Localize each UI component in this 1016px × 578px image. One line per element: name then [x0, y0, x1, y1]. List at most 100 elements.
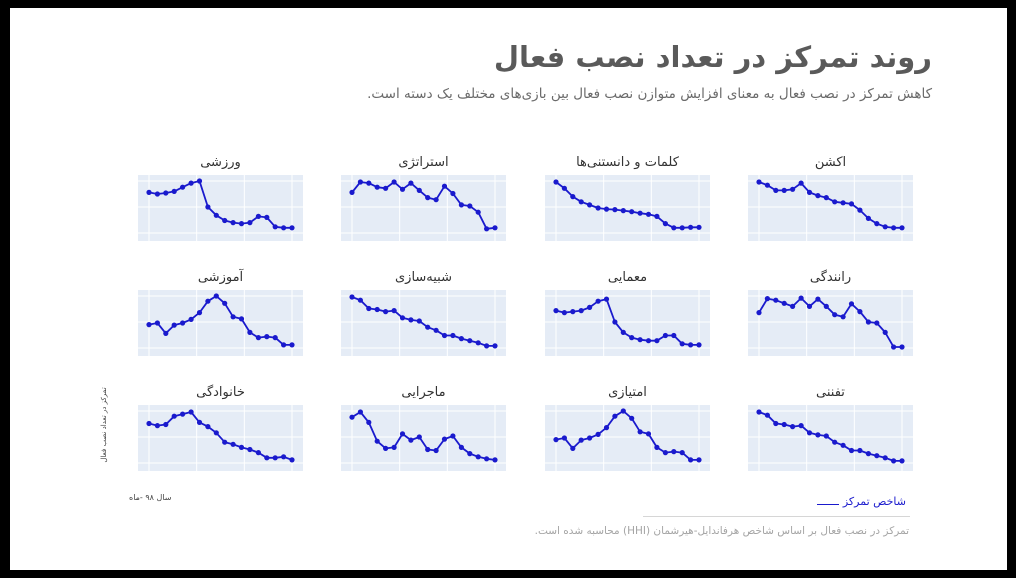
data-point — [357, 297, 363, 303]
data-point — [188, 409, 194, 415]
data-point — [679, 225, 685, 231]
data-point — [399, 315, 406, 321]
panel: امتیازی — [545, 385, 710, 471]
plot-background — [138, 290, 303, 356]
data-point — [645, 338, 652, 344]
data-point — [205, 424, 211, 430]
data-point — [823, 195, 829, 201]
data-point — [857, 309, 863, 315]
data-point — [654, 338, 660, 344]
data-point — [349, 294, 355, 300]
legend-label: شاخص تمرکز — [842, 495, 906, 508]
data-point — [578, 437, 584, 443]
data-point — [798, 180, 804, 186]
data-point — [357, 409, 363, 415]
data-point — [255, 335, 261, 341]
data-point — [492, 343, 498, 349]
data-point — [475, 454, 481, 460]
panel: معمایی — [545, 270, 710, 356]
data-point — [756, 310, 762, 316]
data-point — [433, 447, 439, 454]
data-point — [441, 183, 448, 189]
data-point — [492, 225, 498, 231]
data-point — [553, 179, 559, 185]
legend-line-swatch — [816, 504, 839, 505]
data-point — [773, 420, 779, 427]
data-point — [238, 221, 245, 227]
data-point — [171, 188, 177, 194]
data-point — [146, 189, 152, 195]
data-point — [595, 431, 601, 437]
data-point — [349, 414, 355, 420]
plot-background — [545, 290, 710, 356]
data-point — [790, 186, 796, 192]
data-point — [366, 305, 372, 312]
data-point — [425, 324, 431, 330]
data-point — [662, 450, 669, 456]
data-point — [238, 316, 245, 322]
data-point — [163, 421, 169, 428]
data-point — [620, 208, 626, 214]
panel-title: استراتژی — [398, 155, 448, 170]
panel: استراتژی — [341, 155, 506, 241]
page-title: روند تمرکز در تعداد نصب فعال — [493, 40, 932, 74]
data-point — [603, 425, 610, 431]
plot-background — [341, 175, 506, 241]
data-point — [374, 438, 380, 444]
data-point — [832, 439, 838, 445]
data-point — [450, 190, 456, 197]
data-point — [637, 337, 643, 343]
data-point — [773, 187, 779, 193]
data-point — [688, 457, 694, 463]
data-point — [595, 298, 601, 304]
panel-title: کلمات و دانستنی‌ها — [576, 155, 680, 170]
data-point — [272, 335, 278, 341]
data-point — [865, 451, 872, 457]
data-point — [272, 455, 278, 461]
data-point — [163, 330, 169, 336]
data-point — [561, 435, 568, 441]
data-point — [882, 455, 888, 461]
data-point — [205, 298, 211, 304]
data-point — [475, 209, 481, 215]
data-point — [790, 303, 796, 309]
data-point — [213, 430, 219, 436]
data-point — [255, 450, 261, 456]
panel: آموزشی — [138, 268, 303, 356]
panel: خانوادگی — [138, 384, 303, 471]
data-point — [289, 457, 295, 463]
data-point — [848, 447, 855, 454]
data-point — [756, 409, 762, 415]
data-point — [764, 296, 771, 302]
data-point — [484, 456, 490, 462]
data-point — [815, 296, 821, 302]
panel-title: اکشن — [815, 155, 846, 170]
data-point — [612, 207, 618, 213]
data-point — [773, 297, 779, 303]
data-point — [467, 203, 473, 209]
data-point — [230, 314, 236, 320]
data-point — [874, 320, 880, 326]
data-point — [484, 226, 490, 232]
data-point — [671, 332, 677, 339]
data-point — [357, 179, 363, 185]
data-point — [171, 413, 177, 419]
data-point — [645, 431, 652, 437]
data-point — [578, 308, 584, 314]
data-point — [264, 214, 270, 220]
data-point — [281, 342, 287, 348]
data-point — [408, 437, 414, 443]
panel-title: رانندگی — [810, 269, 851, 285]
data-point — [230, 441, 236, 447]
data-point — [391, 308, 397, 314]
data-point — [433, 327, 439, 333]
footnote: تمرکز در نصب فعال بر اساس شاخص هرفاندایل… — [534, 525, 909, 537]
data-point — [637, 210, 643, 216]
data-point — [595, 205, 601, 211]
data-point — [891, 458, 897, 464]
data-point — [374, 184, 380, 190]
data-point — [180, 184, 186, 190]
data-point — [603, 206, 610, 212]
data-point — [281, 454, 287, 460]
data-point — [391, 179, 397, 185]
